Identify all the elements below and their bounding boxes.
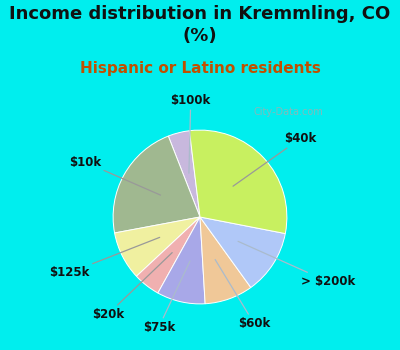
Wedge shape bbox=[113, 136, 200, 233]
Text: $40k: $40k bbox=[233, 132, 316, 186]
Text: Income distribution in Kremmling, CO
(%): Income distribution in Kremmling, CO (%) bbox=[9, 5, 391, 45]
Wedge shape bbox=[136, 217, 200, 293]
Text: > $200k: > $200k bbox=[238, 241, 355, 288]
Text: $75k: $75k bbox=[143, 261, 190, 334]
Text: Hispanic or Latino residents: Hispanic or Latino residents bbox=[80, 61, 320, 76]
Text: $100k: $100k bbox=[170, 94, 211, 173]
Wedge shape bbox=[200, 217, 285, 287]
Wedge shape bbox=[190, 130, 287, 233]
Text: $125k: $125k bbox=[50, 237, 160, 279]
Wedge shape bbox=[114, 217, 200, 276]
Text: City-Data.com: City-Data.com bbox=[253, 107, 323, 117]
Text: $20k: $20k bbox=[92, 253, 172, 321]
Wedge shape bbox=[168, 131, 200, 217]
Text: $60k: $60k bbox=[215, 260, 270, 330]
Wedge shape bbox=[200, 217, 251, 304]
Wedge shape bbox=[158, 217, 205, 304]
Text: $10k: $10k bbox=[69, 156, 160, 195]
